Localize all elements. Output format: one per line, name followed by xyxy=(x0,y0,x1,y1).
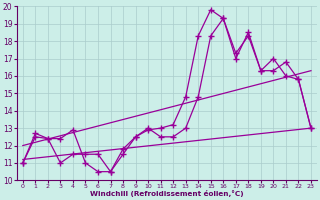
X-axis label: Windchill (Refroidissement éolien,°C): Windchill (Refroidissement éolien,°C) xyxy=(90,190,244,197)
